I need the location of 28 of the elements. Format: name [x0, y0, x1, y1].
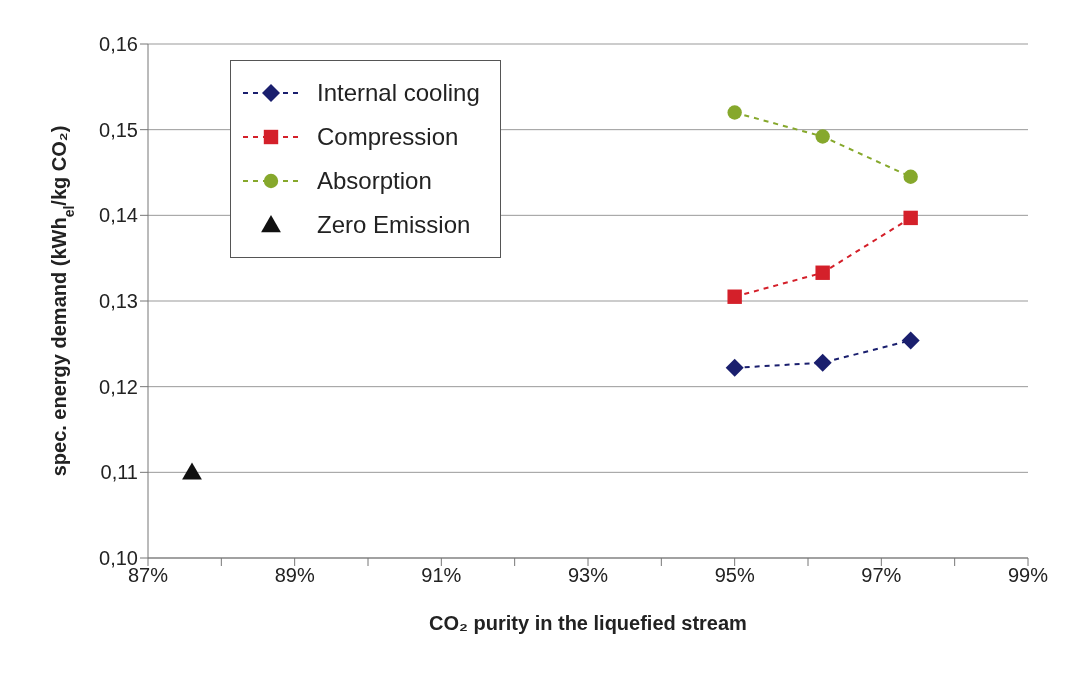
y-tick-label: 0,14	[99, 204, 138, 227]
legend-label: Internal cooling	[317, 79, 480, 107]
x-tick-label: 95%	[714, 564, 755, 587]
y-tick-label: 0,16	[99, 33, 138, 56]
x-tick-label: 99%	[1007, 564, 1049, 587]
x-tick-label: 87%	[127, 564, 169, 587]
legend-label: Compression	[317, 123, 459, 151]
y-tick-label: 0,15	[99, 118, 138, 141]
point	[727, 289, 742, 304]
y-tick-label: 0,13	[99, 290, 138, 313]
point	[815, 129, 830, 144]
legend-label: Zero Emission	[317, 211, 471, 239]
point	[813, 353, 832, 372]
x-tick-label: 91%	[421, 564, 462, 587]
point	[903, 169, 918, 184]
legend-label: Absorption	[317, 167, 432, 195]
y-tick-label: 0,11	[100, 461, 138, 484]
point	[727, 105, 742, 120]
point	[815, 265, 830, 280]
point	[903, 210, 918, 226]
point	[182, 462, 202, 480]
x-tick-label: 97%	[861, 564, 902, 587]
x-tick-label: 93%	[567, 564, 609, 587]
y-tick-label: 0,12	[99, 375, 138, 398]
point	[725, 358, 744, 377]
point	[901, 331, 920, 350]
x-tick-label: 89%	[274, 564, 315, 587]
x-axis-title: CO₂ purity in the liquefied stream	[429, 612, 747, 634]
